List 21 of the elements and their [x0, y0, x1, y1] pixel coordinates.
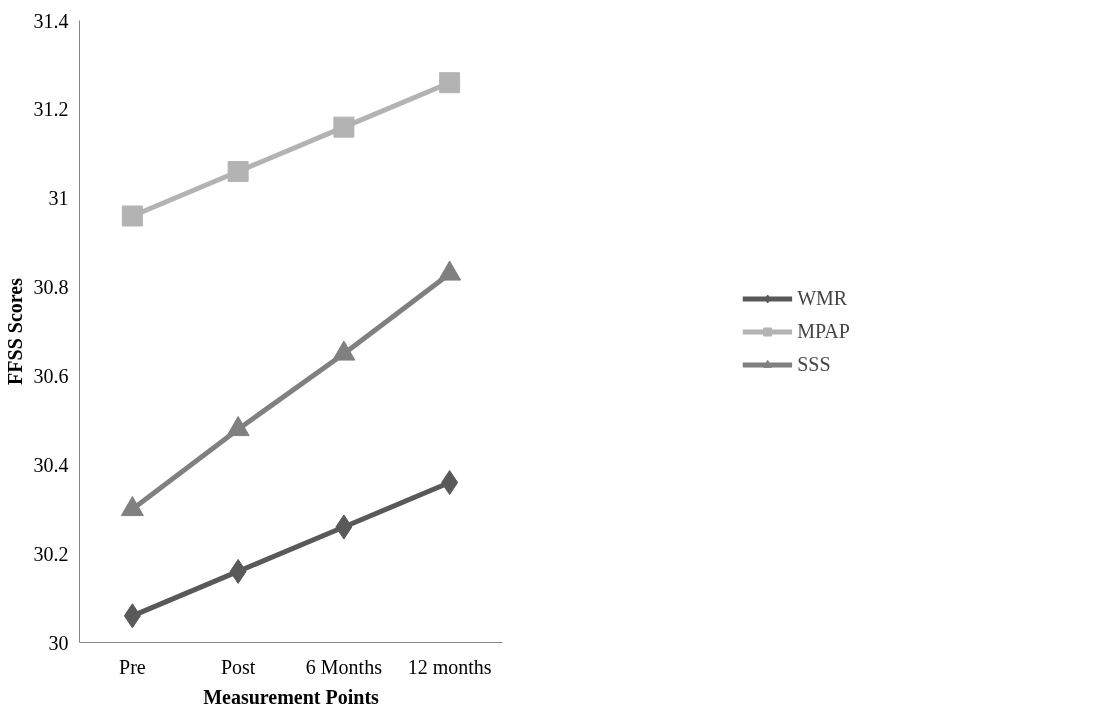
y-tick-label: 31.4 [33, 9, 69, 32]
y-tick-label: 30.4 [33, 453, 69, 476]
y-tick-label: 30.6 [33, 364, 69, 387]
legend-label: SSS [797, 352, 831, 376]
y-tick-label: 30.2 [33, 542, 69, 565]
x-tick-label: 6 Months [305, 655, 383, 678]
legend-label: MPAP [797, 319, 850, 343]
x-axis-title: Measurement Points [203, 685, 380, 708]
y-tick-label: 30 [48, 631, 69, 654]
x-tick-label: Post [220, 655, 256, 678]
y-tick-label: 31 [48, 187, 69, 210]
y-axis-title: FFSS Scores [3, 277, 26, 385]
y-tick-label: 31.2 [33, 98, 69, 121]
legend-label: WMR [797, 286, 848, 310]
y-tick-label: 30.8 [33, 276, 69, 299]
point [439, 72, 461, 94]
point [333, 116, 355, 138]
point [121, 205, 143, 227]
point [227, 161, 249, 183]
x-tick-label: 12 months [407, 655, 492, 678]
x-tick-label: Pre [119, 655, 146, 678]
